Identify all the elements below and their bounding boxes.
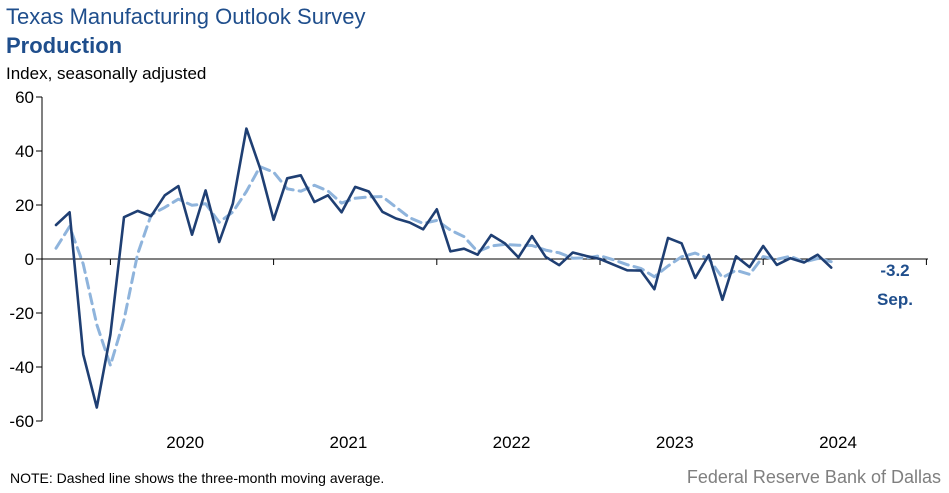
x-tick-label: 2023 [656,433,694,452]
y-axis-unit-label: Index, seasonally adjusted [6,64,207,83]
source-label: Federal Reserve Bank of Dallas [686,467,941,487]
last-value-label: -3.2 [880,261,909,280]
x-tick-label: 2020 [166,433,204,452]
x-tick-label: 2022 [493,433,531,452]
moving-average-line [54,165,833,367]
x-tick-label: 2021 [329,433,367,452]
chart-title: Texas Manufacturing Outlook Survey [6,4,366,29]
chart-subtitle: Production [6,33,123,58]
last-month-label: Sep. [877,290,913,309]
y-tick-label: 40 [15,142,34,161]
y-tick-label: 0 [25,250,34,269]
footnote: NOTE: Dashed line shows the three-month … [10,470,385,486]
production-index-line [54,127,833,409]
y-tick-label: 60 [15,88,34,107]
y-tick-label: -40 [9,358,34,377]
y-tick-label: -20 [9,304,34,323]
y-tick-label: 20 [15,196,34,215]
y-tick-label: -60 [9,412,34,431]
x-tick-label: 2024 [819,433,857,452]
